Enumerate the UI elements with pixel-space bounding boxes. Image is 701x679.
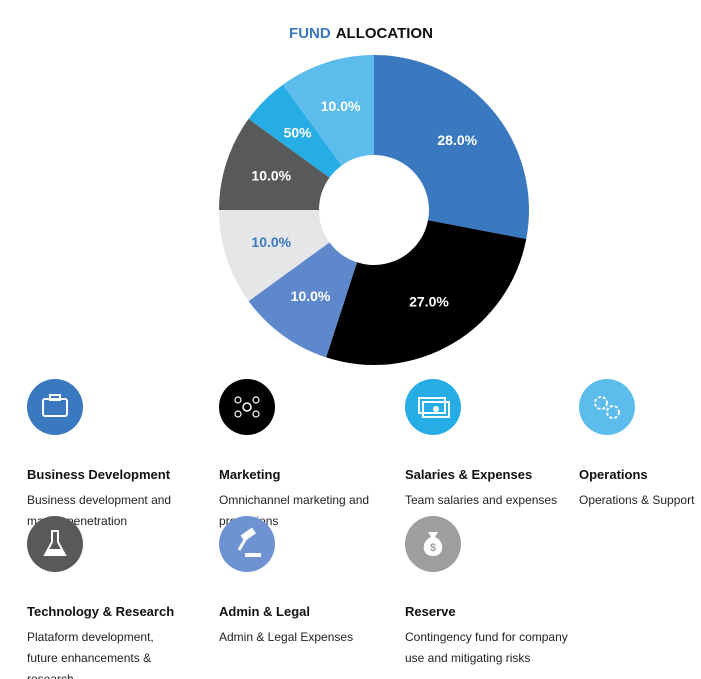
- donut-slice: [248, 84, 342, 178]
- donut-slice: [248, 242, 358, 358]
- legend-description: Plataform development, future enhancemen…: [27, 630, 154, 679]
- legend-name: Technology & Research: [27, 604, 175, 619]
- legend-description: Contingency fund for company use and mit…: [405, 630, 568, 665]
- legend-name: Reserve: [405, 604, 456, 619]
- legend-item: Technology & Research Plataform developme…: [27, 516, 197, 679]
- legend-icon: [27, 379, 83, 435]
- slice-label: 10.0%: [291, 288, 331, 304]
- donut-slice: [374, 55, 529, 240]
- legend-icon: [219, 516, 275, 572]
- title-highlight: FUND: [289, 25, 331, 42]
- title-rest: ALLOCATION: [336, 25, 433, 42]
- legend-description: Admin & Legal Expenses: [219, 630, 354, 644]
- legend-name: Admin & Legal: [219, 604, 311, 619]
- legend-icon: $: [405, 516, 461, 572]
- legend-name: Operations: [579, 467, 648, 482]
- chart: FUND ALLOCATION 28.0% 27.0% 10.0% 10.0% 10.0…: [219, 25, 529, 366]
- svg-text:$: $: [430, 542, 436, 554]
- slice-label: 10.0%: [251, 234, 291, 250]
- legend-item: Operations Operations & Support: [579, 379, 701, 509]
- legend-icon: [27, 516, 83, 572]
- slice-label: 10.0%: [321, 98, 361, 114]
- legend-description: Operations & Support: [579, 493, 695, 507]
- legend-name: Marketing: [219, 467, 281, 482]
- legend-item: Salaries & Expenses Team salaries and exp…: [405, 379, 575, 509]
- donut-slice: [219, 210, 330, 302]
- legend-name: Business Development: [27, 467, 171, 482]
- donut-slice: [326, 220, 527, 366]
- legend-item: Business Development Business development…: [27, 379, 197, 528]
- slice-label: 28.0%: [437, 132, 477, 148]
- slice-label: 50%: [284, 124, 313, 140]
- legend-icon: [219, 379, 275, 435]
- legend-icon: [405, 379, 461, 435]
- legend-name: Salaries & Expenses: [405, 467, 533, 482]
- legend-item: Admin & Legal Admin & Legal Expenses: [219, 516, 389, 646]
- legend-description: Team salaries and expenses: [405, 493, 558, 507]
- donut-slice: [219, 118, 330, 210]
- slice-label: 27.0%: [409, 294, 449, 310]
- legend-item: $ Reserve Contingency fund for company use…: [405, 516, 575, 665]
- legend-icon: [579, 379, 635, 435]
- donut-slice: [282, 55, 374, 166]
- slice-label: 10.0%: [251, 167, 291, 183]
